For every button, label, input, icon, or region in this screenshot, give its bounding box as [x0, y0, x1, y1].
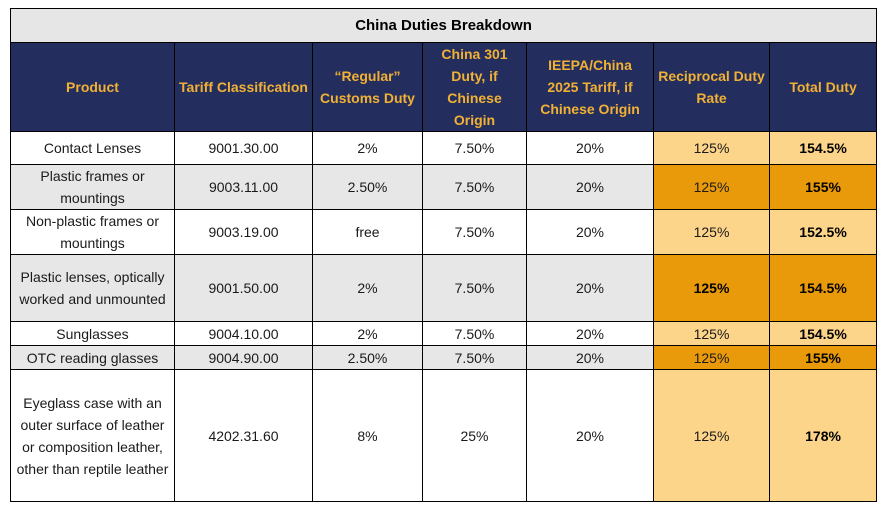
cell-china-301: 7.50% — [422, 345, 527, 370]
cell-total: 155% — [768, 164, 878, 210]
table-title: China Duties Breakdown — [9, 8, 878, 43]
cell-ieepa: 20% — [526, 164, 654, 210]
cell-product: OTC reading glasses — [10, 345, 175, 370]
cell-regular-duty: 2% — [312, 254, 423, 322]
cell-china-301: 7.50% — [422, 131, 527, 165]
cell-tariff: 9003.19.00 — [174, 209, 313, 255]
cell-product: Plastic frames or mountings — [10, 164, 175, 210]
table-row: Non-plastic frames or mountings 9003.19.… — [10, 209, 878, 255]
cell-product: Sunglasses — [10, 321, 175, 346]
cell-regular-duty: free — [312, 209, 423, 255]
cell-tariff: 9001.30.00 — [174, 131, 313, 165]
cell-china-301: 7.50% — [422, 164, 527, 210]
header-ieepa-tariff: IEEPA/China 2025 Tariff, if Chinese Orig… — [526, 42, 654, 132]
header-regular-customs-duty: “Regular” Customs Duty — [312, 42, 423, 132]
cell-ieepa: 20% — [526, 254, 654, 322]
table-row: Sunglasses 9004.10.00 2% 7.50% 20% 125% … — [10, 321, 878, 346]
table-row: Plastic frames or mountings 9003.11.00 2… — [10, 164, 878, 210]
cell-product: Non-plastic frames or mountings — [10, 209, 175, 255]
cell-total: 154.5% — [768, 254, 878, 322]
cell-product: Eyeglass case with an outer surface of l… — [10, 369, 175, 502]
header-reciprocal-duty-rate: Reciprocal Duty Rate — [653, 42, 770, 132]
china-duties-table: China Duties Breakdown Product Tariff Cl… — [9, 8, 878, 502]
cell-total: 155% — [768, 345, 878, 370]
cell-tariff: 9003.11.00 — [174, 164, 313, 210]
cell-product: Contact Lenses — [10, 131, 175, 165]
table-row: Plastic lenses, optically worked and unm… — [10, 254, 878, 322]
cell-regular-duty: 2.50% — [312, 164, 423, 210]
header-total-duty: Total Duty — [768, 42, 878, 132]
cell-ieepa: 20% — [526, 345, 654, 370]
cell-tariff: 4202.31.60 — [174, 369, 313, 502]
cell-china-301: 25% — [422, 369, 527, 502]
cell-regular-duty: 2% — [312, 131, 423, 165]
cell-china-301: 7.50% — [422, 321, 527, 346]
cell-reciprocal: 125% — [653, 369, 770, 502]
cell-total: 154.5% — [768, 131, 878, 165]
table-row: Contact Lenses 9001.30.00 2% 7.50% 20% 1… — [10, 131, 878, 165]
cell-total: 154.5% — [768, 321, 878, 346]
table-row: Eyeglass case with an outer surface of l… — [10, 369, 878, 502]
cell-china-301: 7.50% — [422, 209, 527, 255]
cell-reciprocal: 125% — [653, 345, 770, 370]
cell-regular-duty: 2.50% — [312, 345, 423, 370]
header-row: Product Tariff Classification “Regular” … — [10, 42, 878, 132]
cell-reciprocal: 125% — [653, 321, 770, 346]
cell-regular-duty: 8% — [312, 369, 423, 502]
cell-tariff: 9001.50.00 — [174, 254, 313, 322]
cell-reciprocal: 125% — [653, 164, 770, 210]
cell-reciprocal: 125% — [653, 209, 770, 255]
cell-china-301: 7.50% — [422, 254, 527, 322]
cell-reciprocal: 125% — [653, 254, 770, 322]
cell-ieepa: 20% — [526, 209, 654, 255]
cell-tariff: 9004.10.00 — [174, 321, 313, 346]
cell-ieepa: 20% — [526, 321, 654, 346]
cell-tariff: 9004.90.00 — [174, 345, 313, 370]
cell-total: 152.5% — [768, 209, 878, 255]
header-china-301-duty: China 301 Duty, if Chinese Origin — [422, 42, 527, 132]
header-product: Product — [10, 42, 175, 132]
cell-regular-duty: 2% — [312, 321, 423, 346]
cell-reciprocal: 125% — [653, 131, 770, 165]
duties-table-container: China Duties Breakdown Product Tariff Cl… — [9, 8, 878, 502]
cell-ieepa: 20% — [526, 369, 654, 502]
table-row: OTC reading glasses 9004.90.00 2.50% 7.5… — [10, 345, 878, 370]
cell-product: Plastic lenses, optically worked and unm… — [10, 254, 175, 322]
cell-total: 178% — [768, 369, 878, 502]
header-tariff-classification: Tariff Classification — [174, 42, 313, 132]
cell-ieepa: 20% — [526, 131, 654, 165]
